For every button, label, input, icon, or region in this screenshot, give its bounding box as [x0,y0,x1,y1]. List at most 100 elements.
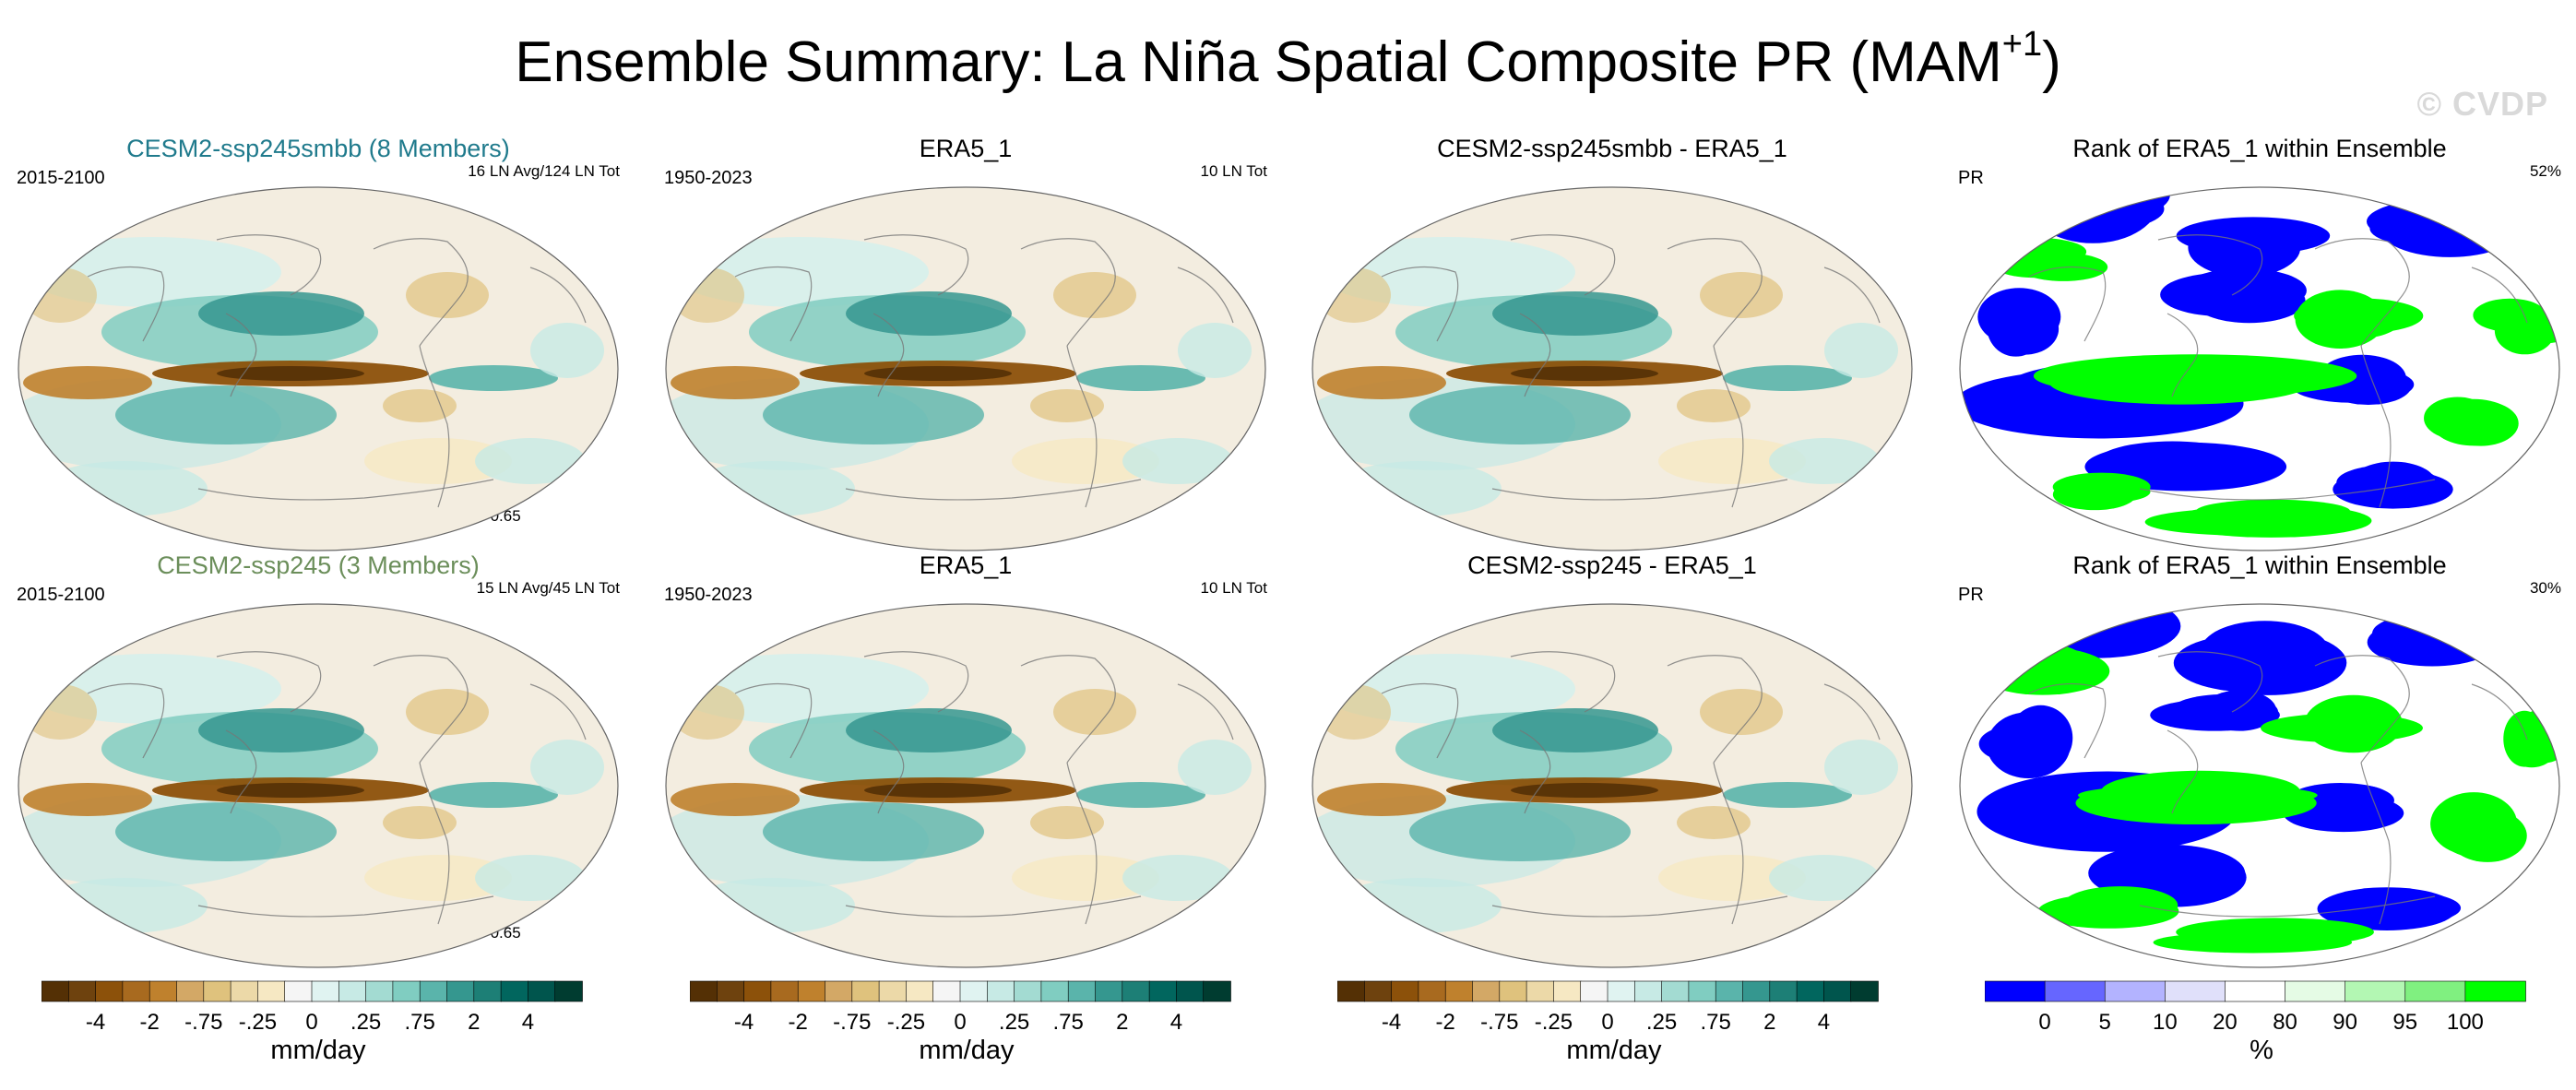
colorbar-swatch [2044,980,2107,1002]
colorbar-tick-label: -2 [1435,1010,1455,1035]
colorbar-tick-label: -2 [788,1010,808,1035]
colorbar-tick-label: 80 [2273,1010,2297,1035]
precip-anomaly-region [1409,385,1631,444]
coastline [87,682,165,759]
colorbar-swatch [1014,980,1042,1002]
precip-anomaly-region [1492,291,1658,336]
precip-anomaly-region [1317,684,1391,740]
precip-anomaly-region [198,291,364,336]
colorbar-tick-label: 95 [2392,1010,2418,1035]
coastline [373,238,469,347]
colorbar-swatch [1418,980,1447,1002]
precip-anomaly-region [1700,689,1783,735]
colorbar-swatch [338,980,367,1002]
colorbar-swatch [284,980,313,1002]
colorbar-swatch [906,980,934,1002]
coastline [87,266,165,342]
rank-high-region [2101,770,2300,812]
colorbar-swatch [122,980,151,1002]
colorbar-tick-label: .25 [350,1010,382,1035]
colorbar-swatch [1553,980,1582,1002]
colorbar-swatch [878,980,908,1002]
colorbar-tick-label: 10 [2152,1010,2178,1035]
panel-count: 15 LN Avg/45 LN Tot [476,579,620,597]
precip-anomaly-region [846,708,1012,752]
precip-anomaly-region [475,438,586,484]
coastline [1510,651,1616,713]
panel-count: 16 LN Avg/124 LN Tot [468,162,620,180]
coastline [216,234,322,296]
rank-high-region [2037,894,2179,929]
colorbar-swatch [1176,980,1205,1002]
colorbar-swatch [473,980,502,1002]
precip-anomaly-region [115,385,337,444]
colorbar-swatch [2345,980,2406,1002]
colorbar-tick-label: -4 [733,1010,754,1035]
colorbar-tick-label: -.25 [1534,1010,1573,1035]
colorbar-swatch [1688,980,1716,1002]
coastline [1381,266,1459,342]
map-border [18,186,619,551]
panel-count: 10 LN Tot [1200,162,1267,180]
colorbar-tick-label: -4 [1381,1010,1402,1035]
coastline [197,479,494,501]
coastline [1667,655,1763,764]
colorbar-swatch [67,980,97,1002]
coastline [419,762,450,925]
colorbar-swatch [1148,980,1178,1002]
coastline [863,234,969,296]
panel-period: 1950-2023 [664,168,753,188]
coastline [529,683,587,740]
precip-anomaly-region [1012,855,1159,901]
coastline [1823,267,1881,324]
precip-anomaly-region [475,855,586,901]
colorbar-swatch [1850,980,1879,1002]
colorbar-tick-label: 90 [2333,1010,2358,1035]
colorbar-swatch [2165,980,2226,1002]
panel-title: CESM2-ssp245 - ERA5_1 [1467,551,1757,579]
coastline [2166,313,2199,397]
precip-anomaly-region [1122,438,1233,484]
precip-anomaly-region [1053,272,1136,318]
precip-anomaly-region [671,684,744,740]
coastline [2157,234,2263,296]
colorbar-tick-label: 100 [2446,1010,2484,1035]
coastline [225,313,257,397]
robinson-map [665,186,1266,551]
coastline [1519,729,1551,814]
rank-low-region [2160,272,2286,317]
colorbar-swatch [1391,980,1419,1002]
precip-anomaly-region [1076,782,1205,808]
rank-high-region [2309,705,2403,748]
precip-anomaly-region [1012,438,1159,484]
colorbar-tick-label: .75 [1700,1010,1731,1035]
precip-anomaly-region [1769,855,1880,901]
colorbar-swatch [1337,980,1366,1002]
map-border [1959,186,2560,551]
colorbar-swatch [1823,980,1852,1002]
panel-6: ERA5_1 1950-2023 10 LN Tot [657,550,1275,974]
coastline [373,655,469,764]
precip-anomaly-region [530,323,604,378]
panel-title: CESM2-ssp245smbb - ERA5_1 [1437,135,1787,162]
precip-anomaly-region [1492,708,1658,752]
colorbar-swatch [959,980,989,1002]
robinson-map [18,186,619,551]
precip-anomaly-region [1677,389,1751,422]
colorbar-tick-label: 0 [1601,1010,1614,1035]
colorbar-tick-label: 0 [2038,1010,2051,1035]
panel-period: 1950-2023 [664,585,753,605]
colorbar-swatch [986,980,1015,1002]
panel-count: 30% [2529,579,2561,597]
panel-count: 52% [2529,162,2561,180]
colorbar-tick-label: .25 [998,1010,1030,1035]
colorbar-swatch [1525,980,1555,1002]
robinson-map [1312,603,1913,968]
colorbar-swatch [797,980,826,1002]
colorbar-swatch [2404,980,2466,1002]
rank-high-region [2153,931,2353,954]
colorbar-tick-label: 2 [468,1010,481,1035]
colorbar-unit: % [2250,1036,2273,1065]
panel-period: PR [1958,585,1984,605]
colorbar-swatch [365,980,394,1002]
